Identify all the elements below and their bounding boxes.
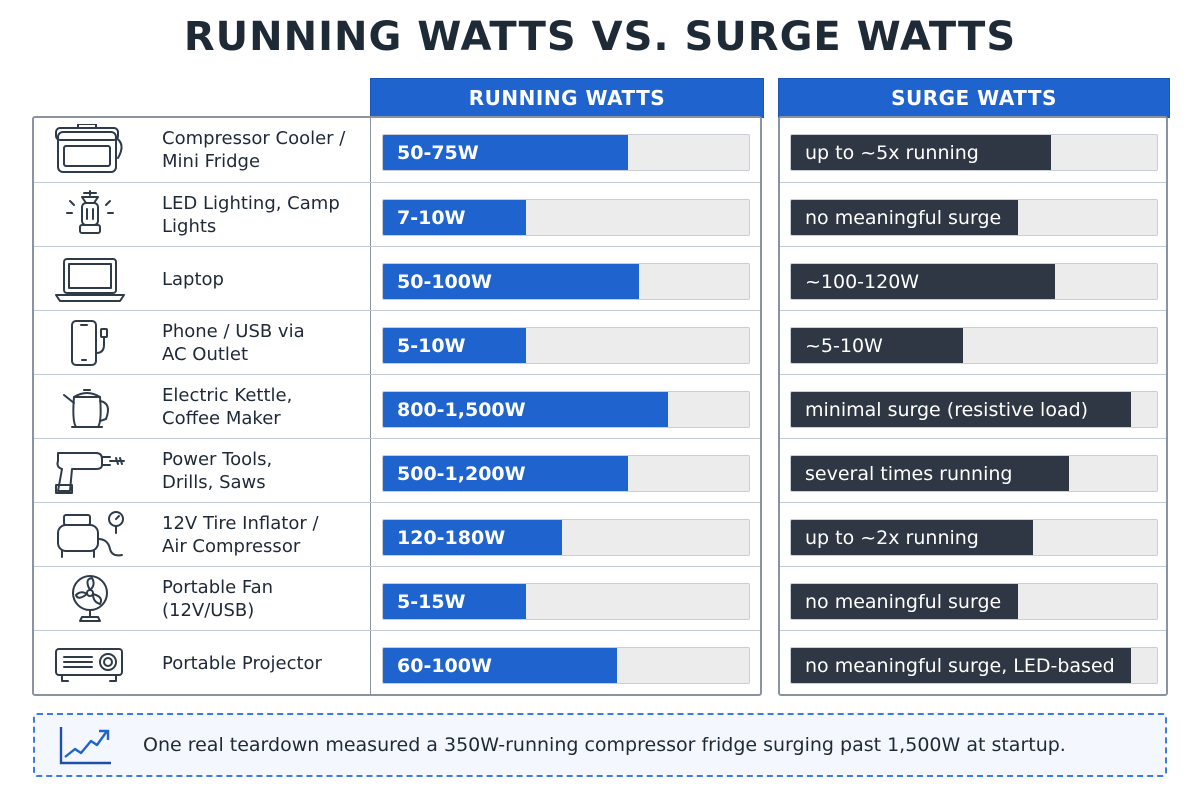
surge-row: ~100-120W: [780, 246, 1166, 310]
surge-row: no meaningful surge: [780, 182, 1166, 246]
compressor-icon: [50, 509, 130, 561]
column-divider: [370, 118, 371, 694]
running-bar: [383, 456, 629, 491]
appliance-row: LED Lighting, Camp Lights 7-10W: [34, 182, 760, 246]
surge-bar: [791, 584, 1018, 619]
running-bar: [383, 200, 526, 235]
surge-bar: [791, 264, 1055, 299]
surge-bar: [791, 328, 964, 363]
appliance-row: Electric Kettle, Coffee Maker 800-1,500W: [34, 374, 760, 438]
surge-bar-track: several times running: [790, 455, 1158, 492]
appliance-row: Laptop 50-100W: [34, 246, 760, 310]
running-watts-value: 800-1,500W: [397, 398, 526, 421]
surge-bar-track: up to ~5x running: [790, 134, 1158, 171]
surge-bar-track: up to ~2x running: [790, 519, 1158, 556]
surge-watts-value: no meaningful surge: [805, 206, 1002, 229]
running-watts-value: 60-100W: [397, 654, 492, 677]
running-watts-value: 120-180W: [397, 526, 506, 549]
laptop-icon: [50, 253, 130, 305]
appliance-row: Portable Projector 60-100W: [34, 630, 760, 694]
running-bar: [383, 584, 526, 619]
page-title: RUNNING WATTS VS. SURGE WATTS: [183, 14, 1017, 60]
appliance-label: Laptop: [162, 268, 224, 290]
surge-watts-value: ~100-120W: [805, 270, 920, 293]
surge-bar: [791, 200, 1018, 235]
surge-bar-track: ~100-120W: [790, 263, 1158, 300]
running-bar-track: 60-100W: [382, 647, 750, 684]
surge-bar: [791, 135, 1051, 170]
running-bar-track: 120-180W: [382, 519, 750, 556]
surge-bar: [791, 392, 1132, 427]
surge-watts-value: several times running: [805, 462, 1013, 485]
surge-table: up to ~5x running no meaningful surge ~100…: [778, 116, 1168, 696]
running-watts-value: 50-100W: [397, 270, 492, 293]
kettle-icon: [50, 381, 130, 433]
appliance-row: Power Tools, Drills, Saws 500-1,200W: [34, 438, 760, 502]
surge-bar-track: minimal surge (resistive load): [790, 391, 1158, 428]
appliance-label: Portable Fan (12V/USB): [162, 577, 274, 621]
surge-watts-value: no meaningful surge, LED-based: [805, 654, 1115, 677]
surge-bar-track: ~5-10W: [790, 327, 1158, 364]
surge-bar: [791, 648, 1132, 683]
surge-watts-value: ~5-10W: [805, 334, 883, 357]
running-bar-track: 5-10W: [382, 327, 750, 364]
appliance-running-table: Compressor Cooler / Mini Fridge 50-75W LED…: [32, 116, 762, 696]
surge-bar-track: no meaningful surge: [790, 199, 1158, 236]
surge-row: no meaningful surge: [780, 566, 1166, 630]
surge-bar-track: no meaningful surge: [790, 583, 1158, 620]
running-bar-track: 500-1,200W: [382, 455, 750, 492]
running-bar-track: 50-100W: [382, 263, 750, 300]
surge-bar-track: no meaningful surge, LED-based: [790, 647, 1158, 684]
surge-watts-value: up to ~2x running: [805, 526, 979, 549]
appliance-label: Electric Kettle, Coffee Maker: [162, 385, 293, 429]
running-bar-track: 50-75W: [382, 134, 750, 171]
surge-row: several times running: [780, 438, 1166, 502]
appliance-label: Phone / USB via AC Outlet: [162, 321, 305, 365]
appliance-row: Portable Fan (12V/USB) 5-15W: [34, 566, 760, 630]
appliance-row: Compressor Cooler / Mini Fridge 50-75W: [34, 118, 760, 182]
running-watts-value: 7-10W: [397, 206, 466, 229]
appliance-label: 12V Tire Inflator / Air Compressor: [162, 513, 319, 557]
appliance-label: Compressor Cooler / Mini Fridge: [162, 128, 346, 172]
surge-watts-value: up to ~5x running: [805, 141, 979, 164]
running-bar-track: 7-10W: [382, 199, 750, 236]
running-watts-value: 500-1,200W: [397, 462, 526, 485]
running-watts-header: RUNNING WATTS: [370, 78, 764, 118]
fan-icon: [50, 573, 130, 625]
appliance-row: 12V Tire Inflator / Air Compressor 120-18…: [34, 502, 760, 566]
running-bar: [383, 328, 526, 363]
footnote-text: One real teardown measured a 350W-runnin…: [143, 734, 1066, 756]
surge-row: minimal surge (resistive load): [780, 374, 1166, 438]
surge-bar: [791, 456, 1070, 491]
running-bar: [383, 520, 563, 555]
projector-icon: [50, 637, 130, 689]
appliance-row: Phone / USB via AC Outlet 5-10W: [34, 310, 760, 374]
surge-watts-value: minimal surge (resistive load): [805, 398, 1089, 421]
running-watts-value: 50-75W: [397, 141, 479, 164]
appliance-label: LED Lighting, Camp Lights: [162, 193, 340, 237]
phone-charger-icon: [50, 317, 130, 369]
running-bar-track: 800-1,500W: [382, 391, 750, 428]
running-bar: [383, 648, 618, 683]
surge-row: up to ~5x running: [780, 118, 1166, 182]
surge-bar: [791, 520, 1033, 555]
surge-row: no meaningful surge, LED-based: [780, 630, 1166, 694]
appliance-label: Portable Projector: [162, 652, 322, 674]
footnote-callout: One real teardown measured a 350W-runnin…: [33, 713, 1167, 777]
surge-row: up to ~2x running: [780, 502, 1166, 566]
appliance-label: Power Tools, Drills, Saws: [162, 449, 273, 493]
surge-watts-header: SURGE WATTS: [778, 78, 1170, 118]
drill-icon: [50, 445, 130, 497]
running-watts-value: 5-15W: [397, 590, 466, 613]
running-bar-track: 5-15W: [382, 583, 750, 620]
lantern-icon: [50, 189, 130, 241]
running-bar: [383, 135, 629, 170]
surge-watts-value: no meaningful surge: [805, 590, 1002, 613]
cooler-icon: [50, 123, 130, 176]
surge-row: ~5-10W: [780, 310, 1166, 374]
trend-up-chart-icon: [59, 727, 111, 765]
running-bar: [383, 392, 669, 427]
running-watts-value: 5-10W: [397, 334, 466, 357]
running-bar: [383, 264, 640, 299]
